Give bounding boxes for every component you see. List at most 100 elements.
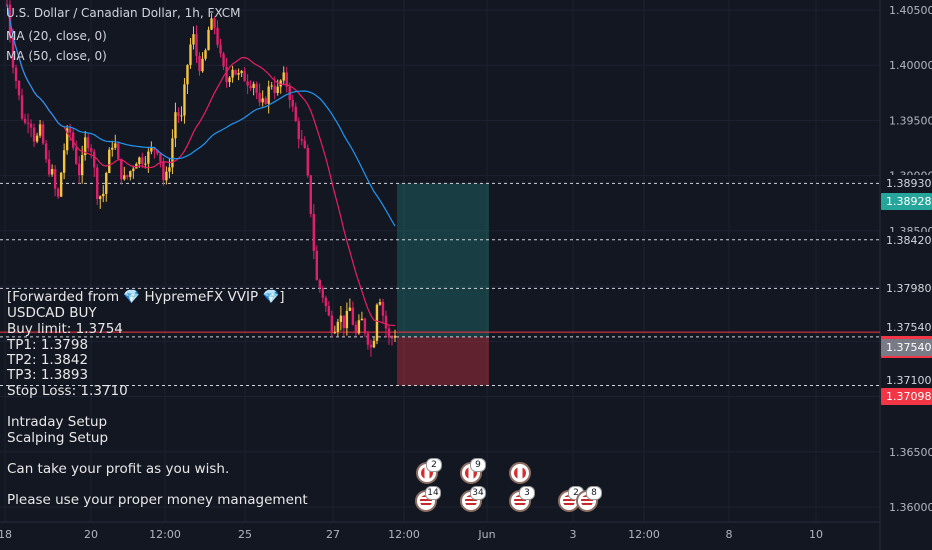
candle-body — [366, 333, 370, 345]
candle-body — [318, 280, 322, 289]
candle-body — [390, 337, 394, 339]
candle-body — [300, 139, 303, 141]
candle-body — [71, 132, 75, 148]
annotation-line: Buy limit: 1.3754 — [7, 321, 123, 337]
candle-body — [156, 149, 159, 154]
candle-body — [17, 80, 21, 96]
event-count-badge: 14 — [425, 486, 441, 500]
price-tick-label: 1.40000 — [889, 59, 932, 72]
time-tick-label: 20 — [84, 528, 98, 541]
candle-body — [147, 151, 150, 164]
candle-body — [219, 44, 222, 54]
price-tick-label: 1.39500 — [889, 114, 932, 127]
candle-body — [351, 307, 355, 325]
candle-body — [153, 147, 156, 150]
candle-body — [23, 118, 27, 123]
canada-event-icon[interactable]: 2 — [416, 458, 442, 484]
candle-body — [333, 331, 337, 334]
candle-body — [87, 137, 90, 149]
candle-body — [306, 147, 309, 176]
candle-body — [150, 147, 153, 152]
annotation-line: Please use your proper money management — [7, 492, 308, 508]
symbol-title: U.S. Dollar / Canadian Dollar, 1h, FXCM — [6, 6, 241, 20]
time-tick-label: 18 — [0, 528, 12, 541]
usa-event-icon[interactable]: 34 — [460, 486, 486, 512]
candle-body — [165, 171, 168, 181]
candle-body — [105, 172, 108, 194]
candle-body — [282, 72, 285, 81]
price-label: 1.37100 — [881, 371, 932, 389]
candle-body — [195, 34, 198, 56]
candle-body — [222, 53, 225, 67]
candle-body — [348, 307, 352, 311]
candle-body — [339, 315, 343, 322]
candle-body — [225, 66, 228, 83]
candle-body — [297, 121, 300, 140]
time-tick-label: 12:00 — [149, 528, 181, 541]
candle-body — [252, 83, 255, 89]
candle-body — [207, 29, 210, 51]
time-tick-label: 27 — [326, 528, 340, 541]
candle-body — [312, 213, 315, 251]
candle-body — [77, 163, 81, 176]
candle-body — [249, 85, 252, 89]
event-count-badge: 34 — [470, 486, 486, 500]
candle-body — [90, 148, 93, 152]
candle-body — [38, 124, 42, 136]
candle-body — [294, 106, 297, 122]
candle-body — [174, 112, 177, 139]
candle-body — [237, 73, 240, 75]
candle-body — [93, 151, 96, 168]
candle-body — [138, 157, 141, 164]
candle-body — [68, 128, 72, 133]
ma20-line — [6, 4, 396, 327]
candle-body — [357, 320, 361, 334]
candle-body — [74, 147, 78, 164]
time-tick-label: 25 — [238, 528, 252, 541]
stop-loss-zone — [397, 336, 489, 386]
candle-body — [29, 123, 33, 128]
price-label: 1.37540 — [881, 318, 932, 336]
candle-body — [132, 168, 135, 172]
candle-body — [198, 55, 201, 72]
canada-event-icon[interactable] — [509, 462, 531, 484]
candle-body — [327, 306, 331, 316]
annotation-line: TP2: 1.3842 — [7, 352, 89, 368]
candle-body — [114, 143, 117, 148]
candle-body — [273, 85, 276, 93]
candle-body — [126, 175, 129, 177]
candle-body — [177, 112, 180, 116]
candle-body — [210, 18, 213, 30]
annotation-line: [Forwarded from 💎 HypremeFX VVIP 💎] — [7, 289, 285, 305]
candle-body — [129, 171, 132, 177]
time-tick-label: 12:00 — [388, 528, 420, 541]
usa-event-icon[interactable]: 8 — [576, 486, 602, 512]
candle-body — [345, 310, 349, 329]
candle-body — [276, 86, 279, 93]
candle-body — [159, 153, 162, 162]
price-label: 1.38928 — [881, 192, 932, 210]
candle-body — [171, 138, 174, 168]
canada-event-icon[interactable]: 9 — [460, 458, 486, 484]
candle-body — [102, 193, 105, 197]
candle-body — [120, 158, 123, 180]
candle-body — [14, 67, 18, 81]
candle-body — [342, 315, 346, 329]
candle-body — [246, 81, 249, 86]
annotation-line: Scalping Setup — [7, 430, 109, 446]
candle-body — [324, 297, 328, 307]
ma20-legend: MA (20, close, 0) — [6, 29, 107, 43]
usa-event-icon[interactable]: 14 — [415, 486, 441, 512]
candle-body — [270, 85, 273, 87]
candle-body — [141, 157, 144, 165]
candle-body — [96, 167, 99, 200]
candle-body — [303, 140, 306, 148]
time-tick-label: 12:00 — [628, 528, 660, 541]
candle-body — [369, 344, 373, 348]
event-count-badge: 2 — [426, 458, 442, 472]
usa-event-icon[interactable]: 3 — [509, 486, 535, 512]
candle-body — [285, 72, 288, 87]
candle-body — [53, 169, 57, 189]
annotation-line: Intraday Setup — [7, 414, 108, 430]
candle-body — [32, 127, 36, 142]
